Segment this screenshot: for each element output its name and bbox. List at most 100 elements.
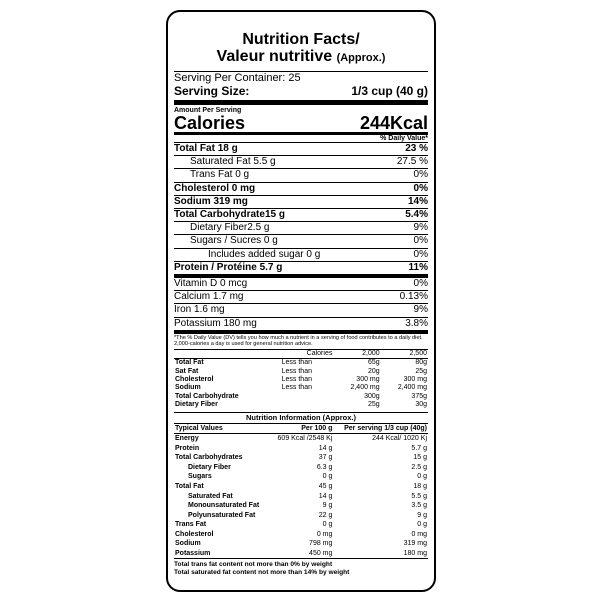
table-row: Dietary Fiber 6.3 g 2.5 g xyxy=(174,463,428,473)
header-cell: Calories xyxy=(273,349,334,360)
table-row: Cholesterol Less than 300 mg 300 mg xyxy=(174,376,428,384)
cell: 2,400 mg xyxy=(350,384,380,392)
row-label: Saturated Fat xyxy=(188,492,233,500)
nutrient-row: Protein / Protéine 5.7 g 11% xyxy=(174,261,428,276)
header-cell: Typical Values xyxy=(174,423,271,435)
nutrient-row: Potassium 180 mg 3.8% xyxy=(174,318,428,330)
qualifier xyxy=(274,401,334,409)
nutrient-label: Includes added sugar 0 g xyxy=(208,248,321,260)
table-row: Potassium 450 mg 180 mg xyxy=(174,548,428,560)
calories: Calories 244Kcal xyxy=(174,114,428,135)
daily-value: 0% xyxy=(413,182,428,194)
cell: 450 mg xyxy=(270,548,334,560)
cell: 2,400 mg xyxy=(397,384,427,392)
table-row: Sodium 798 mg 319 mg xyxy=(174,539,428,549)
value: 244Kcal xyxy=(359,113,428,133)
table-row: Polyunsaturated Fat 22 g 9 g xyxy=(174,511,428,521)
daily-value: 9% xyxy=(413,222,428,234)
qualifier xyxy=(274,393,334,401)
row-label: Sodium xyxy=(175,384,201,392)
cell: 798 mg xyxy=(309,540,333,548)
nutrition-label: Nutrition Facts/ Valeur nutritive (Appro… xyxy=(166,10,436,592)
table-row: Dietary Fiber 25g 30g xyxy=(174,401,428,409)
nutrient-row: Total Fat 18 g 23 % xyxy=(174,143,428,157)
cell: 80g xyxy=(415,359,427,367)
cell: 20g xyxy=(367,367,380,375)
footer-line: Total saturated fat content not more tha… xyxy=(174,569,350,577)
row-label: Energy xyxy=(175,435,199,443)
qualifier: Less than xyxy=(281,367,312,375)
nutrient-row: Sugars / Sucres 0 g 0% xyxy=(174,235,428,249)
row-label: Sat Fat xyxy=(175,367,199,375)
nutrient-label: Total Carbohydrate15 g xyxy=(174,209,285,221)
cell: 244 Kcal/ 1020 Kj xyxy=(372,435,427,443)
cell: 0 g xyxy=(417,521,427,529)
row-label: Polyunsaturated Fat xyxy=(188,511,256,519)
nutrient-label: Iron 1.6 mg xyxy=(174,304,225,316)
mineral-list: Vitamin D 0 mcg 0% Calcium 1.7 mg 0.13% Iron… xyxy=(174,275,428,334)
nutrient-label: Saturated Fat 5.5 g xyxy=(190,156,276,168)
table-row: Sat Fat Less than 20g 25g xyxy=(174,368,428,376)
value: 1/3 cup (40 g) xyxy=(351,84,428,98)
daily-value: 11% xyxy=(408,261,428,273)
nutrient-row: Cholesterol 0 mg 0% xyxy=(174,183,428,196)
cell: 15 g xyxy=(413,454,427,462)
servings: Serving Per Container: 25 xyxy=(174,72,301,84)
nutrient-label: Sodium 319 mg xyxy=(174,195,248,207)
cell: 22 g xyxy=(318,511,333,519)
row-label: Monounsaturated Fat xyxy=(188,502,260,510)
cell: 2.5 g xyxy=(411,463,427,471)
nutrient-label: Potassium 180 mg xyxy=(174,317,257,329)
nutrient-list: Total Fat 18 g 23 % Saturated Fat 5.5 g 27.… xyxy=(174,143,428,276)
cell: 25g xyxy=(367,401,380,409)
cell: 180 mg xyxy=(333,548,428,560)
footer-line: Total trans fat content not more than 0%… xyxy=(174,561,333,569)
daily-value: 9% xyxy=(413,304,428,316)
nutrient-label: Dietary Fiber2.5 g xyxy=(190,222,270,234)
nutrient-row: Sodium 319 mg 14% xyxy=(174,195,428,210)
nutrient-label: Calcium 1.7 mg xyxy=(174,291,244,303)
title: Nutrition Facts/ xyxy=(242,31,360,48)
cell: 0 mg xyxy=(316,530,333,538)
cell: 65g xyxy=(367,359,380,367)
table-row: Total Carbohydrate 300g 375g xyxy=(174,393,428,401)
row-label: Sodium xyxy=(175,540,201,548)
nutrition-table: Typical Values Per 100 g Per serving 1/3 c… xyxy=(174,423,428,560)
footer: Total trans fat content not more than 0%… xyxy=(174,561,428,577)
cell xyxy=(174,349,274,360)
table-header: Typical Values Per 100 g Per serving 1/3 c… xyxy=(174,423,428,435)
nutrient-row: Iron 1.6 mg 9% xyxy=(174,304,428,318)
table-row: Sugars 0 g 0 g xyxy=(174,472,428,482)
nutrient-label: Sugars / Sucres 0 g xyxy=(190,235,278,247)
table-header: Calories 2,000 2,500 xyxy=(174,349,428,360)
cell: 9 g xyxy=(322,502,333,510)
daily-value: 3.8% xyxy=(405,317,428,329)
row-label: Dietary Fiber xyxy=(175,401,218,409)
divider xyxy=(174,71,428,72)
cell: 9 g xyxy=(417,511,427,519)
cell: 0 mg xyxy=(411,530,427,538)
row-label: Total Carbohydrate xyxy=(175,392,239,400)
cell: 30g xyxy=(415,401,427,409)
row-label: Dietary Fiber xyxy=(188,463,231,471)
daily-value: 0% xyxy=(413,278,428,290)
cell: 0 g xyxy=(322,521,333,529)
table-row: Monounsaturated Fat 9 g 3.5 g xyxy=(174,501,428,511)
cell: 5.5 g xyxy=(411,492,427,500)
cell: 0 g xyxy=(417,473,427,481)
cell: 5.7 g xyxy=(411,444,427,452)
daily-value: 0% xyxy=(413,235,428,247)
cell: 25g xyxy=(415,367,427,375)
row-label: Total Carbohydrates xyxy=(175,454,243,462)
row-label: Trans Fat xyxy=(175,521,207,529)
nutrient-label: Cholesterol 0 mg xyxy=(174,182,256,194)
amount-heading: Amount Per Serving xyxy=(174,107,242,114)
table-row: Energy 609 Kcal /2548 Kj 244 Kcal/ 1020 Kj xyxy=(174,434,428,444)
qualifier: Less than xyxy=(281,384,312,392)
row-label: Potassium xyxy=(174,548,271,560)
header-cell: Per serving 1/3 cup (40g) xyxy=(333,423,428,435)
daily-value: 0% xyxy=(413,169,428,181)
cell: 18 g xyxy=(413,482,427,490)
cell: 300g xyxy=(364,392,380,400)
cell: 6.3 g xyxy=(316,463,333,471)
